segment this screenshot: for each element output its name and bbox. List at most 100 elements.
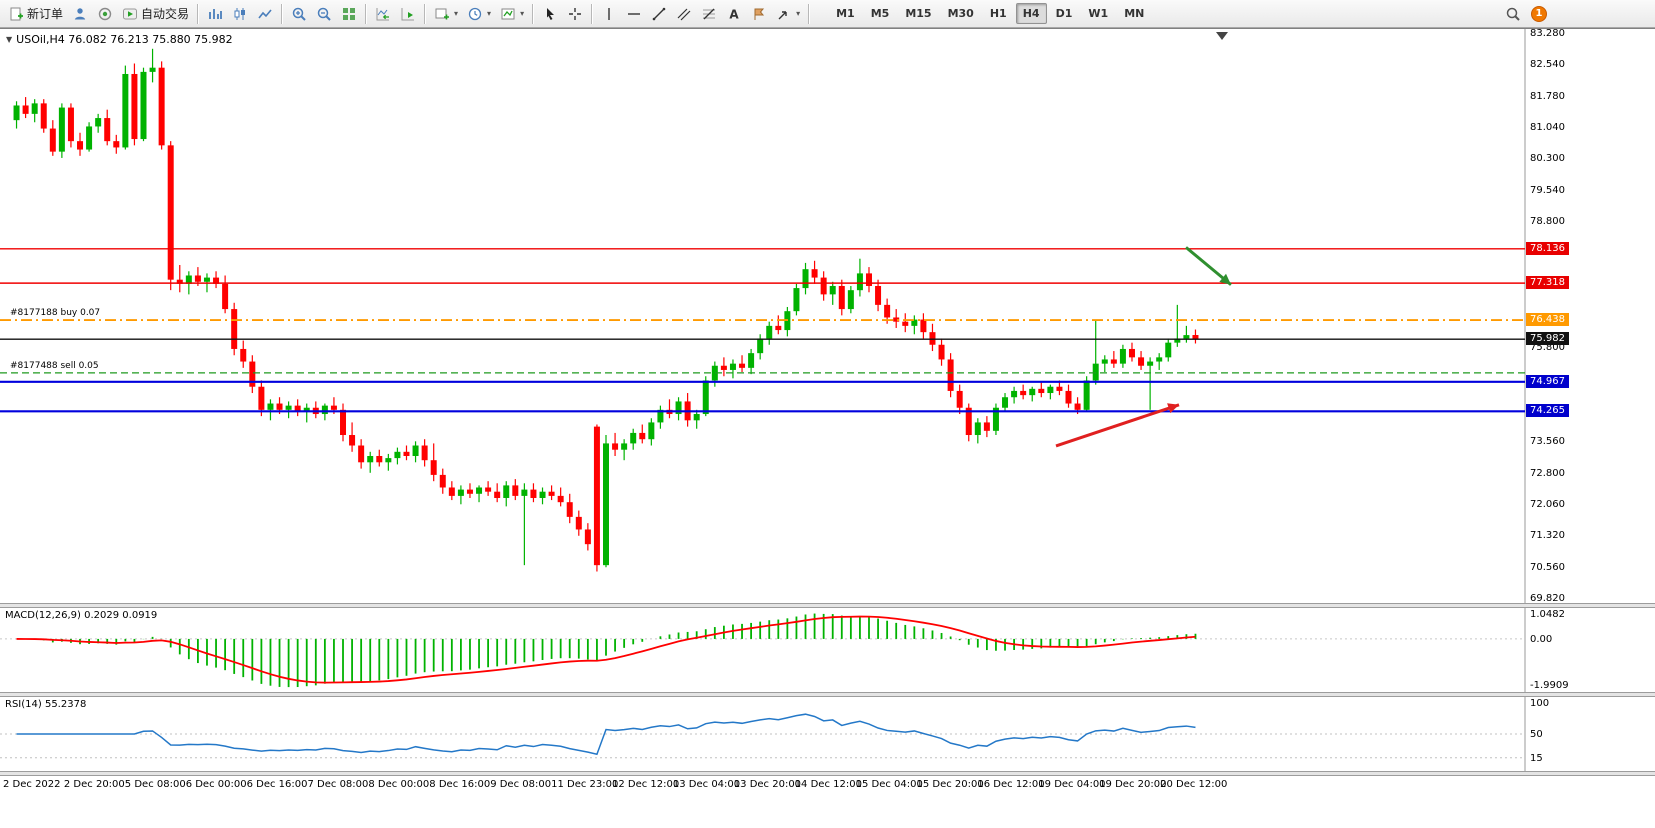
collapse-triangle-icon[interactable]: ▼ <box>6 35 13 44</box>
zoom-out-button[interactable] <box>312 3 336 25</box>
timeframe-button-h1[interactable]: H1 <box>989 7 1007 20</box>
new-order-button[interactable]: 新订单 <box>4 2 67 25</box>
vertical-line-tool[interactable] <box>597 3 621 25</box>
timeframe-button-m5[interactable]: M5 <box>870 7 890 20</box>
chart-shift-icon <box>401 7 415 20</box>
profile-button[interactable] <box>68 3 92 25</box>
price-axis-label: 70.560 <box>1530 561 1565 573</box>
crosshair-tool-button[interactable] <box>563 3 587 25</box>
timeframe-button-mn[interactable]: MN <box>1124 7 1145 20</box>
arrows-dropdown[interactable]: ▾ <box>772 3 804 25</box>
chevron-down-icon: ▾ <box>454 9 459 18</box>
price-tag: 78.136 <box>1526 241 1569 255</box>
time-axis-label: 15 Dec 20:00 <box>916 779 984 790</box>
candlestick-mode-button[interactable] <box>228 3 252 25</box>
order-line-label: #8177488 sell 0.05 <box>10 360 99 371</box>
auto-scroll-button[interactable] <box>371 3 395 25</box>
timeframe-button-m1[interactable]: M1 <box>836 7 855 20</box>
time-axis-label: 19 Dec 20:00 <box>1099 779 1167 790</box>
green-down-arrow[interactable] <box>1185 246 1232 286</box>
new-order-label: 新订单 <box>27 7 64 21</box>
toolbar-separator <box>197 3 200 24</box>
time-axis-label: 12 Dec 12:00 <box>612 779 680 790</box>
panel-divider[interactable] <box>0 603 1655 608</box>
macd-canvas[interactable] <box>0 608 1655 692</box>
rsi-canvas[interactable] <box>0 697 1655 771</box>
bottom-spacer <box>0 796 1655 828</box>
toolbar-separator <box>532 3 535 24</box>
toolbar-separator <box>808 3 811 24</box>
line-chart-mode-button[interactable] <box>253 3 277 25</box>
rsi-axis-label: 100 <box>1530 698 1550 709</box>
main-chart-panel[interactable]: ▼ USOil,H4 76.082 76.213 75.880 75.982 8… <box>0 29 1655 603</box>
new-chart-icon <box>435 8 450 19</box>
timeframe-button-m15[interactable]: M15 <box>905 7 932 20</box>
rsi-axis-label: 50 <box>1530 729 1543 740</box>
time-axis-label: 8 Dec 16:00 <box>429 779 491 790</box>
time-axis-label: 2 Dec 2022 <box>3 779 61 790</box>
main-chart-canvas[interactable] <box>0 29 1655 603</box>
rsi-header: RSI(14) 55.2378 <box>5 699 87 710</box>
zoom-in-icon <box>292 7 306 21</box>
bar-chart-icon <box>209 8 222 19</box>
label-tool[interactable] <box>747 3 771 25</box>
timeframe-button-m30[interactable]: M30 <box>947 7 974 20</box>
price-axis-label: 69.820 <box>1530 592 1565 603</box>
rsi-panel[interactable]: RSI(14) 55.2378 100 50 15 <box>0 697 1655 771</box>
time-axis-label: 7 Dec 08:00 <box>307 779 369 790</box>
bar-chart-mode-button[interactable] <box>203 3 227 25</box>
cursor-icon <box>547 7 555 20</box>
tile-windows-button[interactable] <box>337 3 361 25</box>
price-tag: 76.438 <box>1526 313 1569 327</box>
indicators-dropdown[interactable]: ▾ <box>496 3 528 25</box>
arrow-object-icon <box>778 10 787 19</box>
community-button[interactable] <box>93 3 117 25</box>
new-chart-dropdown[interactable]: ▾ <box>430 3 462 25</box>
time-axis-label: 6 Dec 16:00 <box>246 779 308 790</box>
time-axis-label: 20 Dec 12:00 <box>1160 779 1228 790</box>
time-axis[interactable]: 2 Dec 2022 2 Dec 20:00 5 Dec 08:00 6 Dec 00… <box>0 776 1655 796</box>
zoom-in-button[interactable] <box>287 3 311 25</box>
timeframe-button-d1[interactable]: D1 <box>1055 7 1073 20</box>
channel-tool[interactable] <box>672 3 696 25</box>
notification-badge[interactable]: 1 <box>1531 5 1547 22</box>
auto-scroll-icon <box>376 7 390 20</box>
time-axis-label: 6 Dec 00:00 <box>185 779 247 790</box>
time-axis-label: 2 Dec 20:00 <box>63 779 125 790</box>
price-axis-label: 79.540 <box>1530 184 1565 196</box>
period-dropdown[interactable]: ▾ <box>463 3 495 25</box>
search-button[interactable] <box>1501 3 1525 25</box>
timeframe-button-h4[interactable]: H4 <box>1015 3 1047 24</box>
fibonacci-tool[interactable] <box>697 3 721 25</box>
chart-shift-button[interactable] <box>396 3 420 25</box>
chart-shift-marker[interactable] <box>1216 32 1228 40</box>
horizontal-line-tool[interactable] <box>622 3 646 25</box>
macd-axis-label: 0.00 <box>1530 633 1553 645</box>
order-line-label: #8177188 buy 0.07 <box>10 308 101 319</box>
timeframe-button-w1[interactable]: W1 <box>1088 7 1109 20</box>
text-tool[interactable]: A <box>722 3 746 25</box>
toolbar-separator <box>281 3 284 24</box>
price-axis-label: 83.280 <box>1530 29 1565 39</box>
trendline-icon <box>652 7 666 20</box>
cursor-tool-button[interactable] <box>538 3 562 25</box>
panel-divider[interactable] <box>0 771 1655 776</box>
levels-layer <box>0 248 1525 413</box>
price-axis-label: 72.060 <box>1530 498 1565 510</box>
trendline-tool[interactable] <box>647 3 671 25</box>
macd-panel[interactable]: MACD(12,26,9) 0.2029 0.0919 1.0482 0.00 -1… <box>0 608 1655 692</box>
panel-divider[interactable] <box>0 692 1655 697</box>
chart-area: ▼ USOil,H4 76.082 76.213 75.880 75.982 8… <box>0 28 1655 828</box>
symbol-ohlc-header: ▼ USOil,H4 76.082 76.213 75.880 75.982 <box>6 33 233 46</box>
toolbar-separator <box>365 3 368 24</box>
time-axis-label: 19 Dec 04:00 <box>1038 779 1106 790</box>
price-axis-label: 75.800 <box>1530 341 1565 353</box>
time-axis-label: 8 Dec 00:00 <box>368 779 430 790</box>
rsi-line <box>16 713 1196 756</box>
autotrading-button[interactable]: 自动交易 <box>118 2 193 25</box>
red-up-arrow[interactable] <box>1055 403 1180 448</box>
channel-icon <box>677 8 691 20</box>
toolbar-separator <box>424 3 427 24</box>
timeframe-toolbar: M1 M5 M15 M30 H1 H4 D1 W1 MN <box>828 3 1152 24</box>
macd-header: MACD(12,26,9) 0.2029 0.0919 <box>5 610 158 621</box>
